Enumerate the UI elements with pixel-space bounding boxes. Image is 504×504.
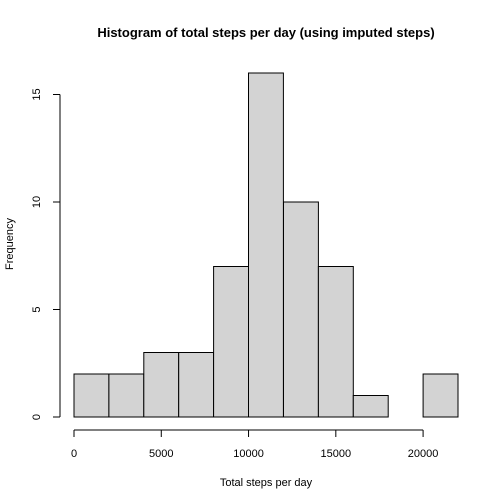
histogram-bar: [248, 72, 284, 418]
histogram-bar: [178, 352, 215, 418]
x-axis-label: Total steps per day: [220, 477, 313, 489]
histogram-bar: [352, 395, 389, 418]
y-tick-label: 0: [31, 414, 43, 420]
histogram-bar: [108, 373, 145, 418]
x-tick-label: 20000: [408, 448, 439, 460]
y-tick-label: 5: [31, 306, 43, 312]
y-axis-label: Frequency: [4, 218, 16, 270]
histogram-bar: [73, 373, 110, 418]
y-axis: 0 5 10 15: [31, 88, 61, 420]
histogram-bar: [143, 352, 180, 418]
y-tick-label: 10: [31, 196, 43, 208]
chart-title: Histogram of total steps per day (using …: [97, 25, 434, 40]
histogram-bar: [422, 373, 459, 418]
x-tick-label: 10000: [233, 448, 264, 460]
histogram-bar: [213, 266, 250, 418]
y-tick-label: 15: [31, 88, 43, 100]
histogram-bar: [317, 266, 354, 418]
bars-group: [73, 72, 459, 418]
x-tick-label: 5000: [149, 448, 173, 460]
x-axis: 0 5000 10000 15000 20000: [71, 429, 439, 460]
histogram-bar: [283, 201, 319, 418]
x-tick-label: 0: [71, 448, 77, 460]
x-tick-label: 15000: [321, 448, 352, 460]
